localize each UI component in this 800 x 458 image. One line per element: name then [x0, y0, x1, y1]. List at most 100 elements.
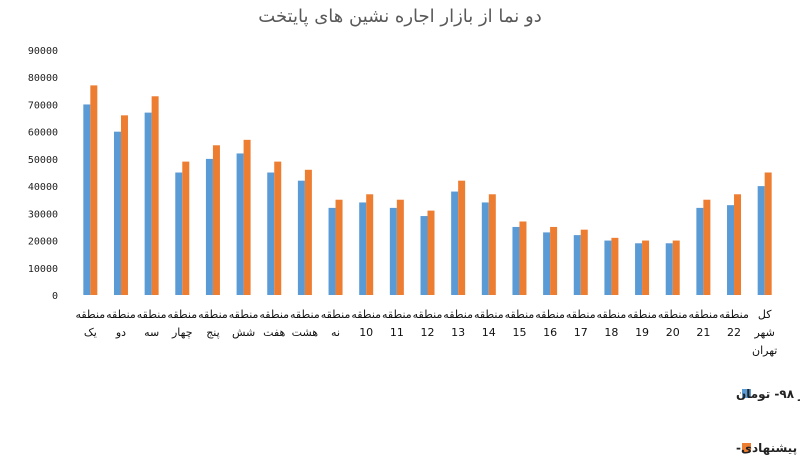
- x-tick-label: هشت: [292, 326, 319, 339]
- y-tick-label: 20000: [28, 237, 58, 248]
- bar: [304, 169, 312, 295]
- x-tick-label: منطقه: [689, 308, 719, 321]
- bar: [642, 240, 650, 295]
- x-tick-label: 19: [635, 326, 649, 339]
- x-tick-label: پنج: [206, 326, 219, 339]
- x-tick-label: منطقه: [290, 308, 320, 321]
- x-tick-label: کل: [758, 308, 772, 321]
- bar: [144, 112, 152, 295]
- y-tick-label: 50000: [28, 155, 58, 166]
- bar: [580, 229, 588, 295]
- bar: [458, 180, 466, 295]
- bar: [427, 210, 435, 295]
- y-tick-label: 60000: [28, 128, 58, 139]
- x-tick-label: منطقه: [137, 308, 167, 321]
- bar: [359, 202, 367, 295]
- bar: [113, 131, 121, 295]
- x-tick-label: منطقه: [505, 308, 535, 321]
- bar: [665, 243, 673, 295]
- bar: [243, 139, 251, 295]
- x-tick-label: 21: [696, 326, 710, 339]
- bar: [481, 202, 489, 295]
- legend: متوسط اجاره بهای هر مترمربع واحد مسکونی …: [736, 387, 800, 456]
- bar: [420, 216, 428, 295]
- chart-title: دو نما از بازار اجاره نشین های پایتخت: [258, 6, 541, 27]
- bar: [573, 235, 581, 295]
- bar: [267, 172, 275, 295]
- x-tick-label: منطقه: [229, 308, 259, 321]
- y-tick-label: 90000: [28, 46, 58, 57]
- bar: [764, 172, 772, 295]
- x-axis: منطقه یک منطقه دو منطقه سه منطقه چهار منطقه پنج من…: [75, 308, 777, 357]
- y-axis: 0 10000 20000 30000 40000 50000 60000 70000 8000…: [28, 46, 58, 302]
- x-tick-label: منطقه: [658, 308, 688, 321]
- bar: [328, 207, 336, 295]
- x-tick-label: شهر: [753, 326, 774, 339]
- bars: [83, 85, 772, 296]
- bar: [635, 243, 643, 295]
- y-tick-label: 0: [52, 291, 58, 302]
- x-tick-label: منطقه: [321, 308, 351, 321]
- bar: [672, 240, 680, 295]
- bar: [120, 115, 128, 295]
- x-tick-label: 17: [574, 326, 588, 339]
- x-tick-label: سه: [144, 326, 159, 339]
- bar: [389, 207, 397, 295]
- bar: [550, 226, 558, 295]
- x-tick-label: 15: [512, 326, 526, 339]
- y-tick-label: 30000: [28, 209, 58, 220]
- x-tick-label: 16: [543, 326, 557, 339]
- x-tick-label: 14: [482, 326, 496, 339]
- x-tick-label: نه: [331, 326, 340, 339]
- bar: [611, 237, 619, 295]
- bar: [604, 240, 612, 295]
- bar: [90, 85, 98, 295]
- x-tick-label: منطقه: [198, 308, 228, 321]
- legend-marker: [742, 389, 751, 398]
- x-tick-label: منطقه: [75, 308, 105, 321]
- bar: [236, 153, 244, 295]
- y-tick-label: 70000: [28, 100, 58, 111]
- y-tick-label: 40000: [28, 182, 58, 193]
- bar: [175, 172, 183, 295]
- bar: [396, 199, 404, 295]
- x-tick-label: هفت: [263, 326, 285, 339]
- x-tick-label: منطقه: [627, 308, 657, 321]
- x-tick-label: منطقه: [351, 308, 381, 321]
- bar: [512, 226, 520, 295]
- y-tick-label: 10000: [28, 264, 58, 275]
- x-tick-label: 22: [727, 326, 741, 339]
- bar: [734, 194, 742, 295]
- x-tick-label: شش: [232, 326, 255, 339]
- bar: [182, 161, 190, 295]
- x-tick-label: تهران: [752, 344, 777, 357]
- bar: [703, 199, 711, 295]
- x-tick-label: 12: [421, 326, 435, 339]
- x-tick-label: 20: [666, 326, 680, 339]
- legend-marker: [742, 443, 751, 452]
- bar: [451, 191, 459, 295]
- bar: [488, 194, 496, 295]
- x-tick-label: منطقه: [382, 308, 412, 321]
- bar: [205, 158, 213, 295]
- bar: [83, 104, 91, 295]
- x-tick-label: منطقه: [413, 308, 443, 321]
- bar: [151, 96, 159, 296]
- x-tick-label: منطقه: [535, 308, 565, 321]
- bar: [696, 207, 704, 295]
- x-tick-label: منطقه: [259, 308, 289, 321]
- x-tick-label: 18: [604, 326, 618, 339]
- bar: [757, 186, 765, 295]
- x-tick-label: منطقه: [719, 308, 749, 321]
- bar: [727, 205, 735, 295]
- x-tick-label: منطقه: [167, 308, 197, 321]
- x-tick-label: منطقه: [566, 308, 596, 321]
- bar: [366, 194, 374, 295]
- bar: [212, 145, 220, 295]
- bar: [335, 199, 343, 295]
- legend-label: متوسط اجاره بهای هر مترمربع واحد مسکونی …: [736, 387, 800, 402]
- x-tick-label: منطقه: [443, 308, 473, 321]
- x-tick-label: 13: [451, 326, 465, 339]
- bar: [297, 180, 305, 295]
